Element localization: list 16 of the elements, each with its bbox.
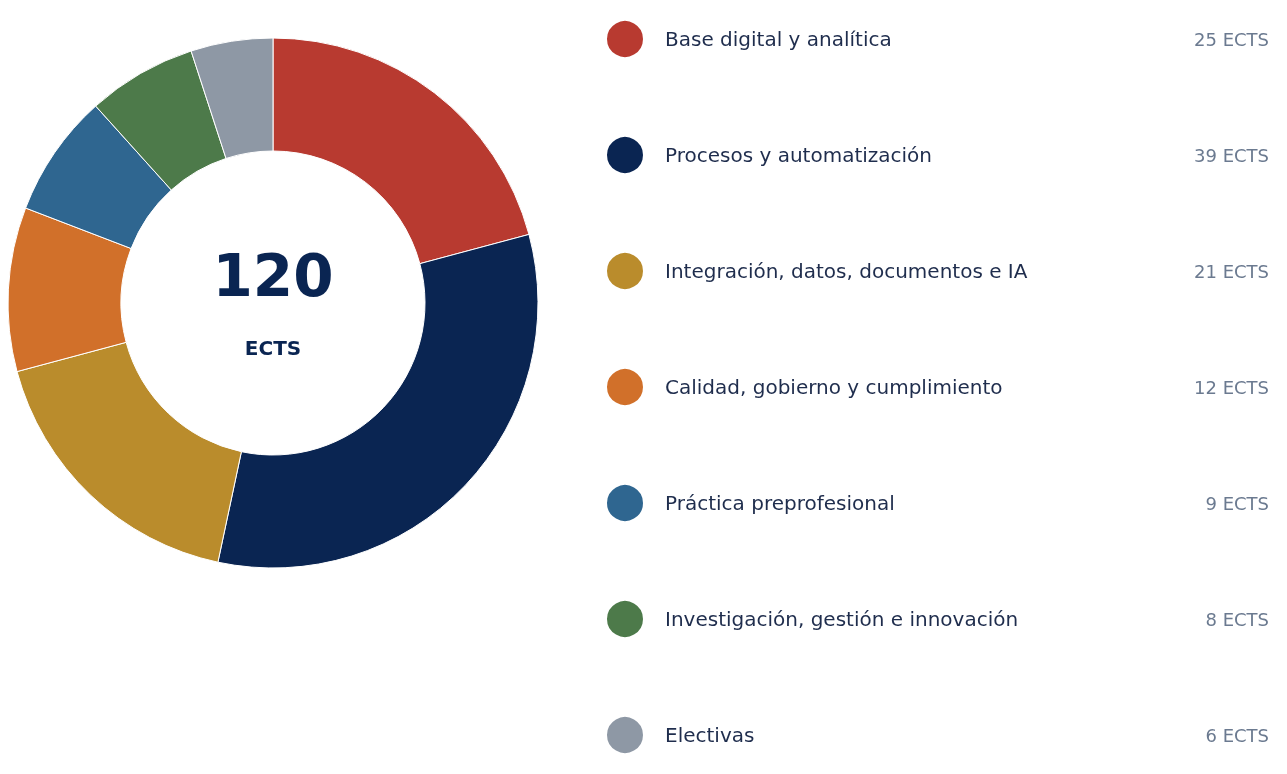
data-label: 12 ECTS (1194, 376, 1269, 398)
data-label: 25 ECTS (1194, 28, 1269, 50)
data-label: 8 ECTS (1205, 608, 1269, 630)
data-label: 39 ECTS (1194, 144, 1269, 166)
legend-label: Integración, datos, documentos e IA (665, 259, 1028, 283)
legend-label: Práctica preprofesional (665, 491, 895, 515)
data-label: 21 ECTS (1194, 260, 1269, 282)
data-label: 6 ECTS (1205, 724, 1269, 746)
text: ECTS (244, 336, 302, 360)
data-label: 9 ECTS (1205, 492, 1269, 514)
legend-label: Investigación, gestión e innovación (665, 607, 1019, 631)
legend-label: Base digital y analítica (665, 27, 892, 51)
legend-label: Procesos y automatización (665, 143, 933, 167)
legend-label: Calidad, gobierno y cumplimiento (665, 375, 1003, 399)
legend-label: Electivas (665, 723, 755, 747)
text: 120 (212, 242, 334, 310)
